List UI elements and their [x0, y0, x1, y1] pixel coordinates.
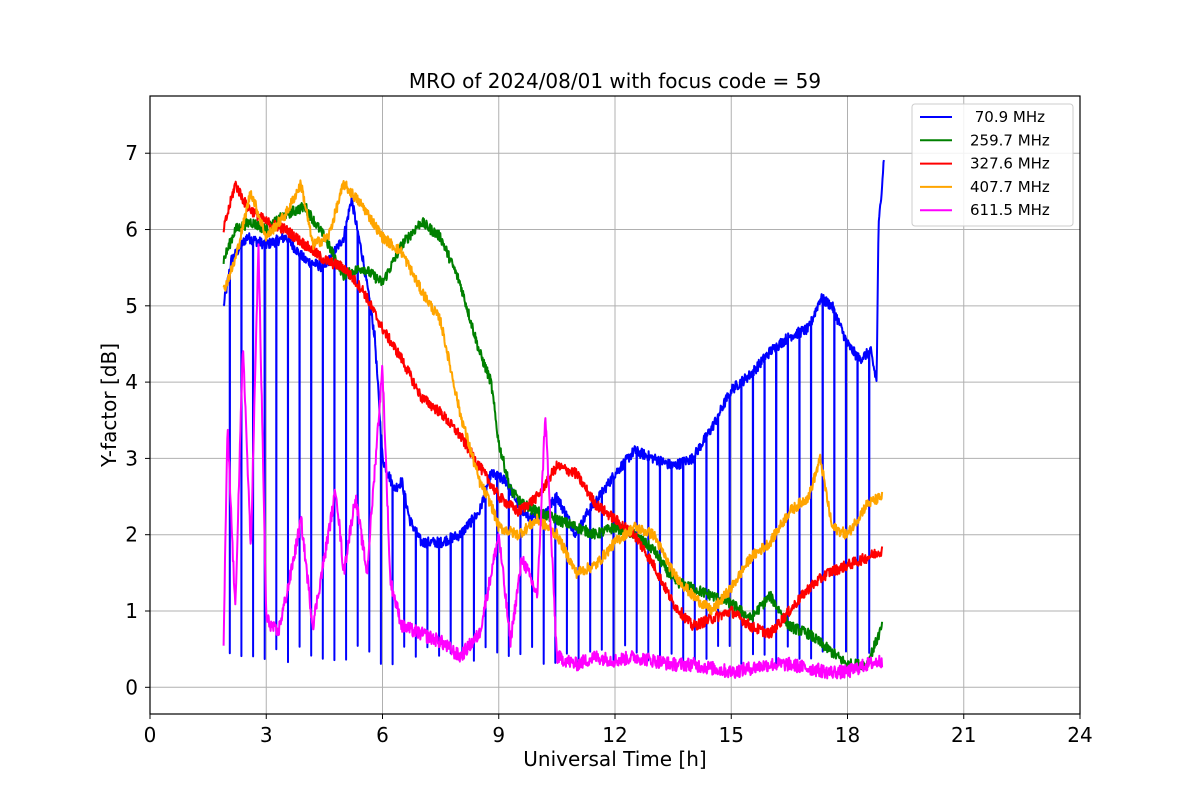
series-line-3: [222, 180, 884, 639]
legend-label-3: 327.6 MHz: [970, 155, 1050, 173]
y-tick-label: 2: [125, 523, 138, 547]
y-axis-label: Y-factor [dB]: [97, 343, 121, 468]
x-tick-label: 9: [492, 723, 505, 747]
x-axis-ticks: 0 3 6 9 12 15 18 21 24: [144, 714, 1093, 747]
x-tick-label: 15: [719, 723, 744, 747]
y-tick-label: 5: [125, 294, 138, 318]
y-axis-ticks: 0 1 2 3 4 5 6 7: [125, 141, 150, 699]
legend-label-5: 611.5 MHz: [970, 201, 1050, 219]
chart-title: MRO of 2024/08/01 with focus code = 59: [409, 69, 821, 93]
y-tick-label: 0: [125, 675, 138, 699]
y-tick-label: 7: [125, 141, 138, 165]
series-line-4: [222, 179, 884, 616]
series-line-5: [222, 243, 884, 680]
x-tick-label: 0: [144, 723, 157, 747]
y-tick-label: 4: [125, 370, 138, 394]
series-layer: [222, 159, 885, 680]
legend-label-1: 70.9 MHz: [970, 108, 1045, 126]
y-tick-label: 3: [125, 446, 138, 470]
x-tick-label: 12: [602, 723, 627, 747]
legend: 70.9 MHz 259.7 MHz 327.6 MHz 407.7 MHz 611.5…: [911, 103, 1074, 227]
legend-label-2: 259.7 MHz: [970, 131, 1050, 149]
x-tick-label: 21: [951, 723, 976, 747]
y-tick-label: 6: [125, 218, 138, 242]
x-tick-label: 24: [1067, 723, 1092, 747]
series-line-2: [222, 202, 884, 671]
x-tick-label: 18: [835, 723, 860, 747]
legend-box: [911, 103, 1074, 227]
legend-label-4: 407.7 MHz: [970, 178, 1050, 196]
x-tick-label: 6: [376, 723, 389, 747]
y-tick-label: 1: [125, 599, 138, 623]
x-axis-label: Universal Time [h]: [523, 747, 706, 771]
x-tick-label: 3: [260, 723, 273, 747]
